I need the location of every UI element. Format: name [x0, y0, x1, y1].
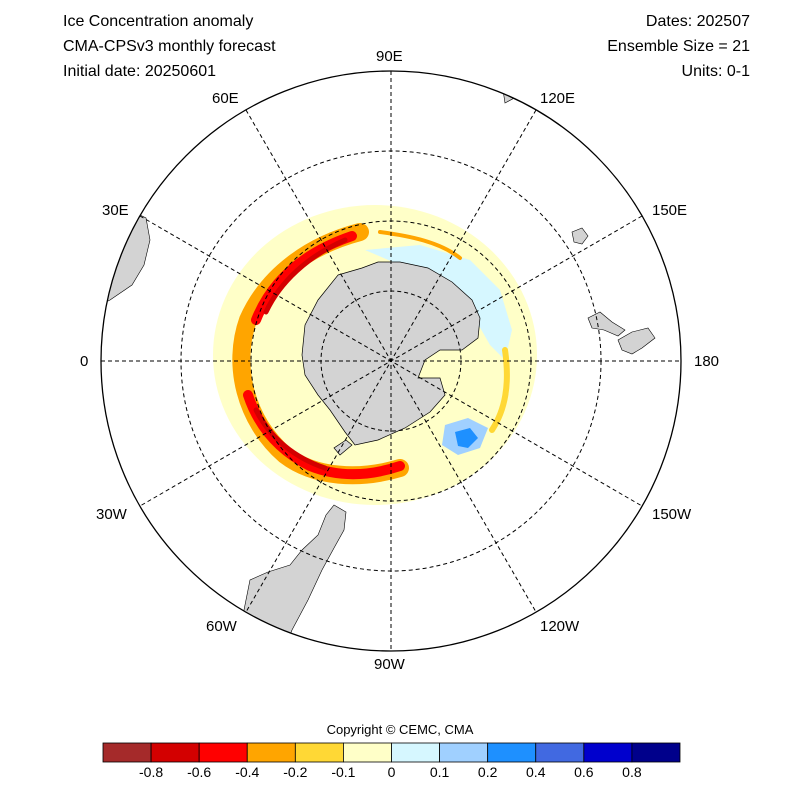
- lon-label-30e: 30E: [102, 202, 129, 219]
- colorbar-swatch: [583, 742, 633, 763]
- colorbar-swatch: [439, 742, 489, 763]
- lon-label-120w: 120W: [540, 618, 580, 635]
- colorbar-swatch: [535, 742, 585, 763]
- colorbar-tick-label: 0: [387, 764, 396, 780]
- colorbar-tick-label: 0.2: [477, 764, 498, 780]
- units-label: Units: 0-1: [681, 63, 750, 80]
- colorbar-tick-label: 0.1: [429, 764, 450, 780]
- colorbar-swatch: [102, 742, 152, 763]
- initial-date: Initial date: 20250601: [63, 63, 217, 80]
- colorbar-tick-label: 0.4: [526, 764, 546, 780]
- colorbar-tick-label: -0.6: [187, 764, 212, 780]
- colorbar-swatch: [150, 742, 200, 763]
- lon-label-150e: 150E: [652, 202, 688, 219]
- colorbar-swatch: [391, 742, 440, 763]
- colorbar-tick-label: -0.8: [139, 764, 164, 780]
- ensemble-size: Ensemble Size = 21: [607, 38, 750, 55]
- colorbar-swatch: [246, 742, 296, 763]
- map-title: Ice Concentration anomaly: [63, 13, 254, 30]
- lon-label-60w: 60W: [206, 618, 237, 635]
- colorbar-tick-label: -0.4: [235, 764, 260, 780]
- model-name: CMA-CPSv3 monthly forecast: [63, 38, 276, 55]
- lon-label-90e: 90E: [376, 48, 403, 65]
- new-zealand: [587, 311, 656, 355]
- colorbar-tick-label: 0.8: [622, 764, 642, 780]
- lon-label-180: 180: [694, 353, 720, 370]
- forecast-dates: Dates: 202507: [645, 13, 750, 30]
- colorbar-tick-label: -0.2: [283, 764, 308, 780]
- colorbar-swatch: [631, 742, 681, 763]
- colorbar-swatch: [487, 742, 537, 763]
- colorbar-tick-label: -0.1: [331, 764, 356, 780]
- lon-label-150w: 150W: [652, 506, 692, 523]
- lon-label-90w: 90W: [374, 656, 405, 673]
- lon-label-60e: 60E: [212, 90, 239, 107]
- colorbar-tick-label: 0.6: [574, 764, 594, 780]
- polar-map: [100, 70, 682, 652]
- lon-label-30w: 30W: [96, 506, 127, 523]
- copyright-notice: Copyright © CEMC, CMA: [326, 722, 474, 737]
- lat-lon-grid: [101, 71, 681, 651]
- colorbar-swatch: [294, 742, 344, 763]
- colorbar-swatch: [343, 742, 392, 763]
- lon-label-120e: 120E: [540, 90, 576, 107]
- tasmania: [571, 227, 589, 245]
- lon-label-0: 0: [80, 353, 89, 370]
- colorbar-swatch: [198, 742, 248, 763]
